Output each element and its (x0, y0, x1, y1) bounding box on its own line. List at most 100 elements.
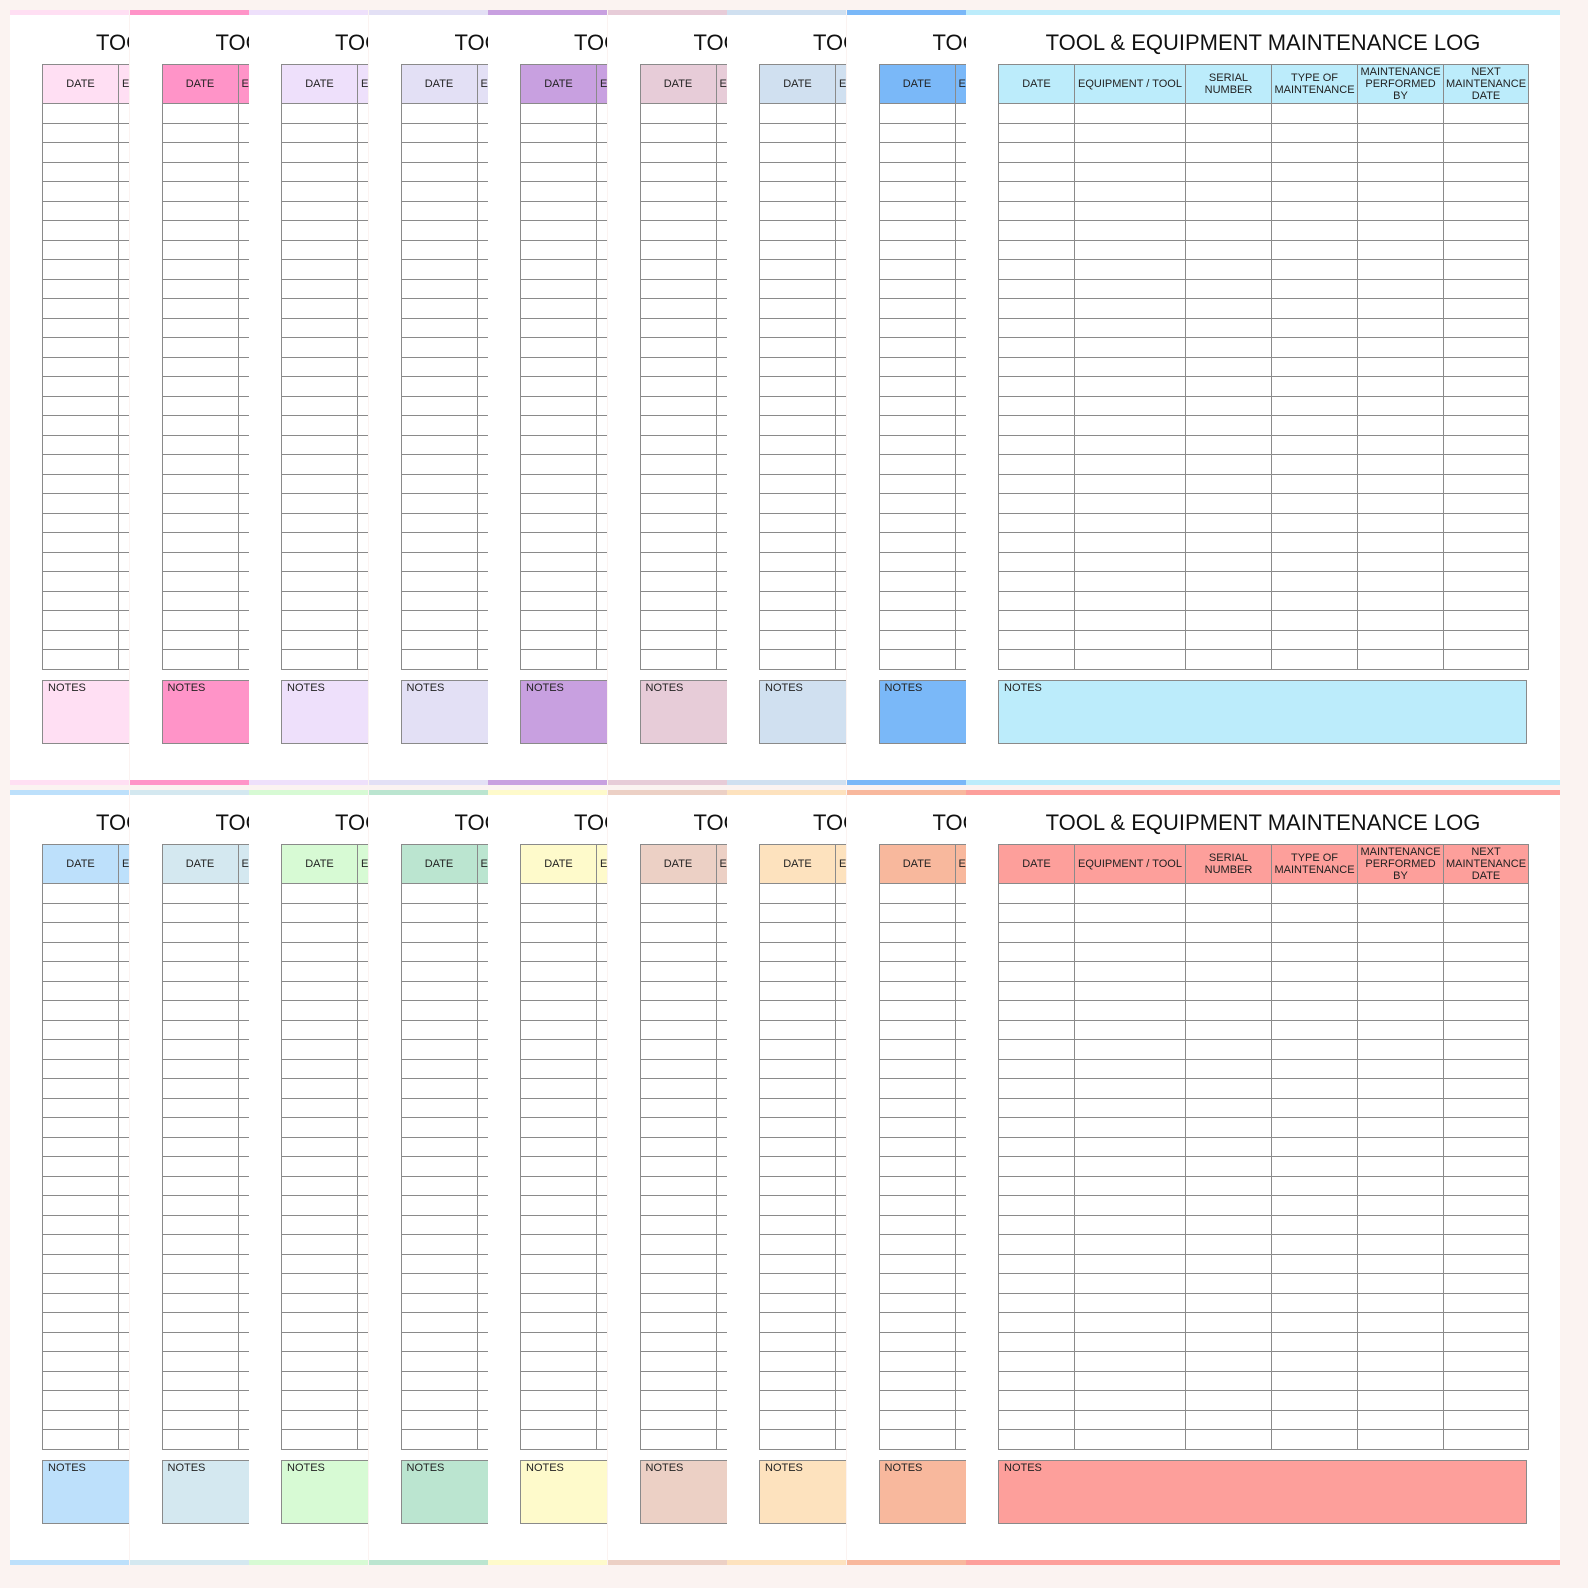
table-cell[interactable] (715, 220, 727, 241)
table-cell[interactable] (520, 278, 597, 299)
table-cell[interactable] (118, 902, 129, 923)
table-cell[interactable] (835, 239, 846, 260)
table-cell[interactable] (400, 512, 478, 533)
table-cell[interactable] (835, 103, 846, 124)
table-cell[interactable] (237, 532, 249, 553)
table-cell[interactable] (42, 1273, 119, 1294)
table-cell[interactable] (835, 337, 846, 358)
table-cell[interactable] (357, 434, 368, 455)
table-cell[interactable] (1074, 278, 1186, 299)
table-cell[interactable] (357, 356, 368, 377)
table-cell[interactable] (878, 551, 956, 572)
table-cell[interactable] (161, 941, 239, 962)
table-cell[interactable] (639, 493, 717, 514)
table-cell[interactable] (998, 512, 1075, 533)
table-cell[interactable] (400, 317, 478, 338)
table-cell[interactable] (1074, 532, 1186, 553)
table-cell[interactable] (400, 1370, 478, 1391)
table-cell[interactable] (1357, 1370, 1444, 1391)
table-cell[interactable] (1074, 259, 1186, 280)
table-cell[interactable] (639, 181, 717, 202)
table-cell[interactable] (835, 1429, 846, 1450)
table-cell[interactable] (1357, 902, 1444, 923)
table-cell[interactable] (715, 980, 727, 1001)
table-cell[interactable] (1185, 493, 1272, 514)
table-cell[interactable] (759, 434, 836, 455)
table-cell[interactable] (1357, 1136, 1444, 1157)
table-cell[interactable] (835, 415, 846, 436)
table-cell[interactable] (1074, 571, 1186, 592)
table-cell[interactable] (1185, 239, 1272, 260)
table-cell[interactable] (281, 1097, 358, 1118)
table-cell[interactable] (237, 473, 249, 494)
table-cell[interactable] (476, 532, 488, 553)
table-cell[interactable] (400, 1019, 478, 1040)
table-cell[interactable] (1185, 1117, 1272, 1138)
table-cell[interactable] (237, 1078, 249, 1099)
table-cell[interactable] (715, 941, 727, 962)
table-cell[interactable] (42, 1409, 119, 1430)
table-cell[interactable] (1074, 1000, 1186, 1021)
table-cell[interactable] (400, 181, 478, 202)
table-cell[interactable] (1185, 1175, 1272, 1196)
table-cell[interactable] (400, 941, 478, 962)
table-cell[interactable] (1185, 941, 1272, 962)
table-cell[interactable] (400, 161, 478, 182)
table-cell[interactable] (161, 1214, 239, 1235)
table-cell[interactable] (161, 317, 239, 338)
table-cell[interactable] (118, 883, 129, 904)
table-cell[interactable] (1185, 1370, 1272, 1391)
table-cell[interactable] (118, 337, 129, 358)
table-cell[interactable] (1271, 337, 1358, 358)
table-cell[interactable] (281, 1312, 358, 1333)
table-cell[interactable] (400, 1136, 478, 1157)
table-cell[interactable] (596, 103, 607, 124)
table-cell[interactable] (520, 1331, 597, 1352)
table-cell[interactable] (998, 571, 1075, 592)
table-cell[interactable] (878, 883, 956, 904)
table-cell[interactable] (596, 181, 607, 202)
table-cell[interactable] (1443, 532, 1529, 553)
table-cell[interactable] (639, 1097, 717, 1118)
table-cell[interactable] (118, 922, 129, 943)
table-cell[interactable] (1185, 317, 1272, 338)
table-cell[interactable] (237, 434, 249, 455)
table-cell[interactable] (1271, 1156, 1358, 1177)
table-cell[interactable] (118, 941, 129, 962)
table-cell[interactable] (639, 1331, 717, 1352)
table-cell[interactable] (520, 1078, 597, 1099)
table-cell[interactable] (161, 532, 239, 553)
table-cell[interactable] (476, 590, 488, 611)
table-cell[interactable] (357, 1273, 368, 1294)
table-cell[interactable] (715, 142, 727, 163)
table-cell[interactable] (998, 922, 1075, 943)
table-cell[interactable] (1185, 1039, 1272, 1060)
table-cell[interactable] (835, 532, 846, 553)
table-cell[interactable] (759, 1156, 836, 1177)
table-cell[interactable] (357, 532, 368, 553)
table-cell[interactable] (1074, 1331, 1186, 1352)
table-cell[interactable] (639, 551, 717, 572)
table-cell[interactable] (1074, 337, 1186, 358)
table-cell[interactable] (161, 200, 239, 221)
table-cell[interactable] (281, 298, 358, 319)
table-cell[interactable] (161, 1253, 239, 1274)
table-cell[interactable] (281, 1351, 358, 1372)
table-cell[interactable] (42, 1097, 119, 1118)
table-cell[interactable] (118, 122, 129, 143)
table-cell[interactable] (520, 142, 597, 163)
table-cell[interactable] (1271, 1351, 1358, 1372)
table-cell[interactable] (1357, 1234, 1444, 1255)
table-cell[interactable] (281, 434, 358, 455)
table-cell[interactable] (715, 1390, 727, 1411)
table-cell[interactable] (281, 473, 358, 494)
table-cell[interactable] (237, 629, 249, 650)
table-cell[interactable] (1357, 1351, 1444, 1372)
table-cell[interactable] (1185, 551, 1272, 572)
table-cell[interactable] (1185, 980, 1272, 1001)
table-cell[interactable] (357, 317, 368, 338)
table-cell[interactable] (520, 961, 597, 982)
table-cell[interactable] (1443, 1331, 1529, 1352)
table-cell[interactable] (161, 1058, 239, 1079)
table-cell[interactable] (639, 239, 717, 260)
